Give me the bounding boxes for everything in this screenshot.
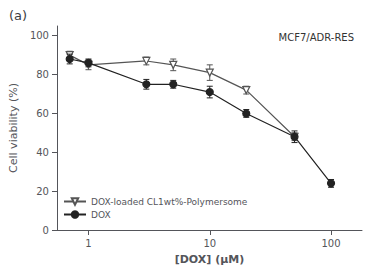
svg-text:(a): (a): [9, 8, 27, 23]
svg-text:Cell viability (%): Cell viability (%): [7, 83, 20, 173]
svg-text:80: 80: [36, 69, 49, 80]
svg-text:20: 20: [36, 186, 49, 197]
svg-text:100: 100: [321, 238, 340, 249]
svg-text:100: 100: [30, 30, 49, 41]
svg-text:1: 1: [85, 238, 91, 249]
svg-text:DOX: DOX: [91, 210, 111, 220]
svg-text:40: 40: [36, 147, 49, 158]
svg-text:0: 0: [43, 225, 49, 236]
svg-text:60: 60: [36, 108, 49, 119]
svg-text:10: 10: [203, 238, 216, 249]
svg-text:[DOX] (μM): [DOX] (μM): [175, 253, 245, 266]
svg-text:MCF7/ADR-RES: MCF7/ADR-RES: [279, 32, 354, 43]
svg-text:DOX-loaded CL1wt%-Polymersome: DOX-loaded CL1wt%-Polymersome: [91, 197, 248, 207]
